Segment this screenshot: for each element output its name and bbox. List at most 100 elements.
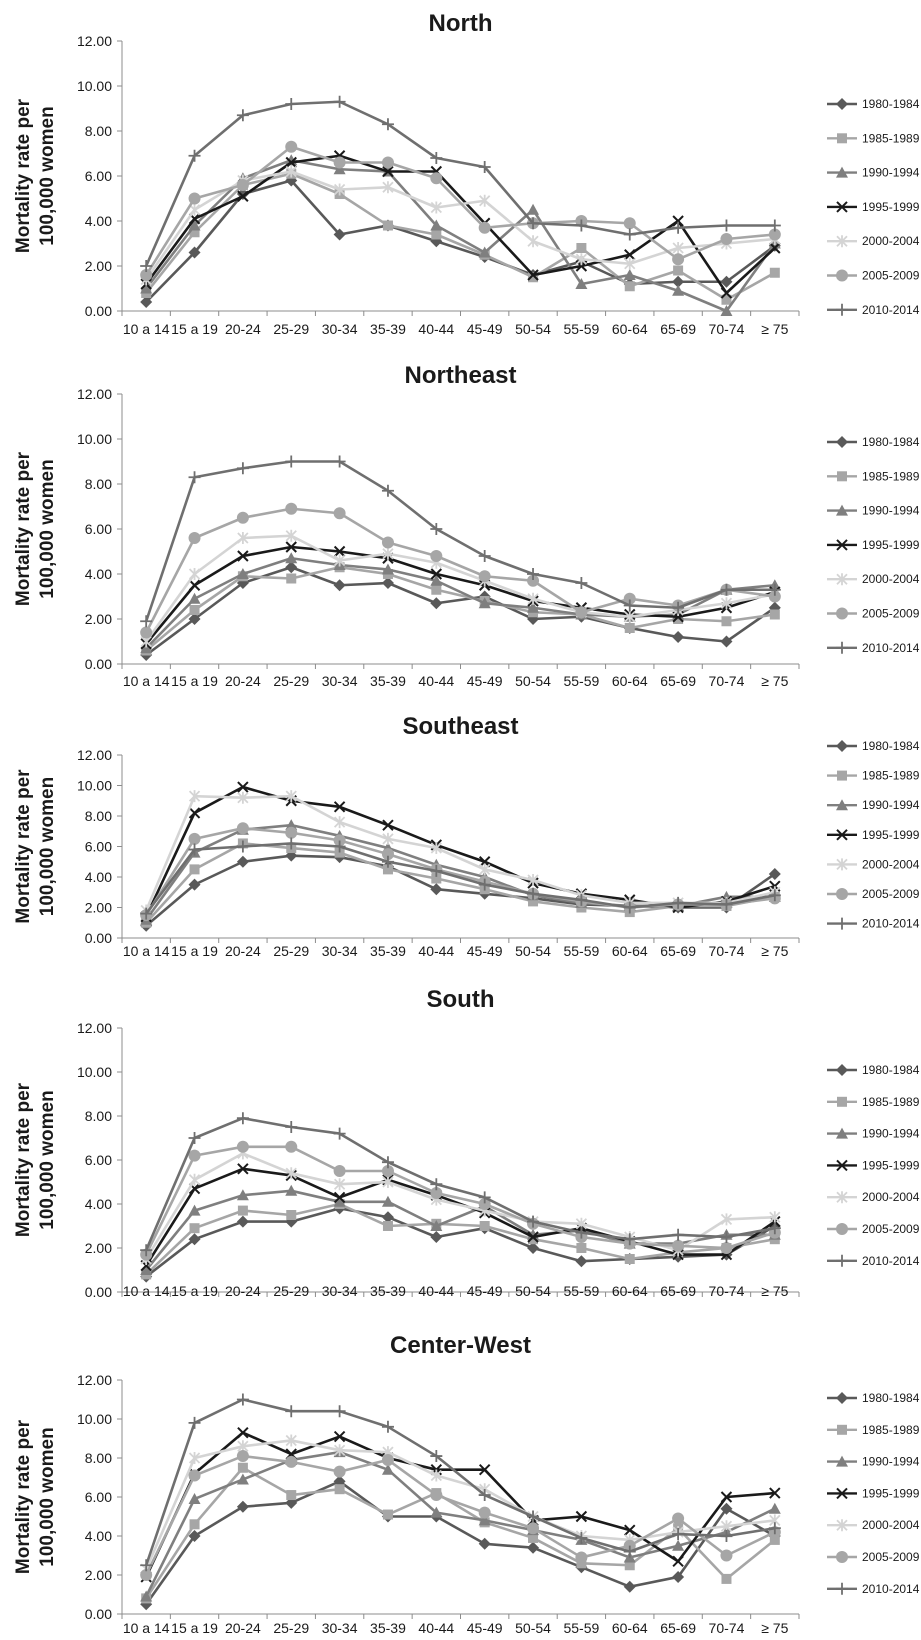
x-tick-label: 45-49 — [467, 321, 503, 337]
x-tick-label: 70-74 — [709, 1620, 745, 1636]
data-point — [189, 1150, 201, 1162]
data-point — [286, 574, 296, 584]
legend-marker — [836, 1551, 848, 1563]
y-tick-label: 12.00 — [77, 386, 112, 402]
legend-label: 2010-2014 — [862, 1254, 920, 1268]
data-point — [238, 1206, 248, 1216]
data-point — [430, 1231, 442, 1243]
data-point — [720, 233, 732, 245]
x-tick-label: ≥ 75 — [761, 1620, 788, 1636]
data-point — [334, 1466, 346, 1478]
y-tick-label: 8.00 — [85, 808, 112, 824]
data-point — [334, 1128, 346, 1140]
series-line-1980-1984 — [146, 856, 775, 926]
legend-label: 1990-1994 — [862, 166, 920, 180]
x-tick-label: ≥ 75 — [761, 1283, 788, 1299]
y-axis-label: Mortality rate per 100,000 women — [13, 1419, 58, 1574]
y-axis-label: Mortality rate per 100,000 women — [13, 451, 58, 606]
data-point — [770, 268, 780, 278]
x-tick-label: 25-29 — [273, 943, 309, 959]
x-tick-label: ≥ 75 — [761, 673, 788, 689]
legend-label: 1980-1984 — [862, 1391, 920, 1405]
legend-label: 1980-1984 — [862, 739, 920, 753]
data-point — [189, 1417, 201, 1429]
x-tick-label: 35-39 — [370, 1620, 406, 1636]
data-point — [575, 1551, 587, 1563]
legend-label: 2000-2004 — [862, 857, 920, 871]
data-point — [189, 1132, 201, 1144]
data-point — [479, 550, 491, 562]
data-point — [673, 266, 683, 276]
data-point — [575, 1255, 587, 1267]
chart-title: Southeast — [402, 713, 518, 740]
legend-label: 2010-2014 — [862, 1582, 920, 1596]
x-tick-label: 20-24 — [225, 1620, 261, 1636]
legend-marker — [836, 888, 848, 900]
data-point — [770, 610, 780, 620]
legend-label: 1995-1999 — [862, 828, 920, 842]
data-point — [479, 1538, 491, 1550]
data-point — [430, 1178, 442, 1190]
x-tick-label: 30-34 — [322, 1283, 358, 1299]
chart-title: Center-West — [390, 1332, 531, 1359]
legend-label: 1995-1999 — [862, 538, 920, 552]
y-tick-label: 0.00 — [85, 1606, 112, 1622]
y-tick-label: 10.00 — [77, 1411, 112, 1427]
data-point — [721, 616, 731, 626]
data-point — [335, 1484, 345, 1494]
y-tick-label: 8.00 — [85, 1108, 112, 1124]
data-point — [479, 1507, 491, 1519]
x-tick-label: 55-59 — [563, 673, 599, 689]
x-tick-label: 10 a 14 — [123, 1620, 170, 1636]
x-tick-label: 45-49 — [467, 1620, 503, 1636]
y-tick-label: 0.00 — [85, 1284, 112, 1300]
legend-marker — [837, 133, 847, 143]
data-point — [285, 827, 297, 839]
y-tick-label: 0.00 — [85, 303, 112, 319]
legend-label: 2005-2009 — [862, 1222, 920, 1236]
legend-label: 2000-2004 — [862, 572, 920, 586]
x-tick-label: 50-54 — [515, 1283, 551, 1299]
data-point — [479, 222, 491, 234]
x-tick-label: 65-69 — [660, 1620, 696, 1636]
legend-marker — [836, 1392, 848, 1404]
data-point — [237, 1112, 249, 1124]
y-axis-label-line: Mortality rate per — [13, 451, 34, 606]
legend-marker — [836, 1255, 848, 1267]
series-line-1995-1999 — [146, 787, 775, 917]
data-point — [286, 1490, 296, 1500]
y-tick-label: 0.00 — [85, 930, 112, 946]
y-axis-label-line: 100,000 women — [37, 1090, 58, 1229]
legend-label: 1985-1989 — [862, 1095, 920, 1109]
y-axis-label-line: Mortality rate per — [13, 1082, 34, 1237]
data-point — [672, 1512, 684, 1524]
legend-label: 2010-2014 — [862, 303, 920, 317]
x-tick-label: 50-54 — [515, 943, 551, 959]
data-point — [672, 631, 684, 643]
data-point — [625, 281, 635, 291]
x-tick-label: 40-44 — [418, 673, 454, 689]
x-tick-label: 70-74 — [709, 1283, 745, 1299]
data-point — [285, 503, 297, 515]
data-point — [190, 605, 200, 615]
legend-label: 2005-2009 — [862, 1550, 920, 1564]
legend-label: 1985-1989 — [862, 1423, 920, 1437]
data-point — [720, 1231, 732, 1243]
x-tick-label: 30-34 — [322, 673, 358, 689]
data-point — [334, 507, 346, 519]
data-point — [383, 221, 393, 231]
legend-label: 1985-1989 — [862, 131, 920, 145]
data-point — [285, 141, 297, 153]
data-point — [334, 1405, 346, 1417]
data-point — [624, 217, 636, 229]
data-point — [430, 597, 442, 609]
y-tick-label: 10.00 — [77, 1064, 112, 1080]
data-point — [285, 1405, 297, 1417]
data-point — [238, 1428, 248, 1438]
y-tick-label: 2.00 — [85, 258, 112, 274]
data-point — [189, 593, 201, 604]
y-tick-label: 2.00 — [85, 611, 112, 627]
legend-marker — [836, 270, 848, 282]
data-point — [624, 229, 636, 241]
x-tick-label: 60-64 — [612, 673, 648, 689]
